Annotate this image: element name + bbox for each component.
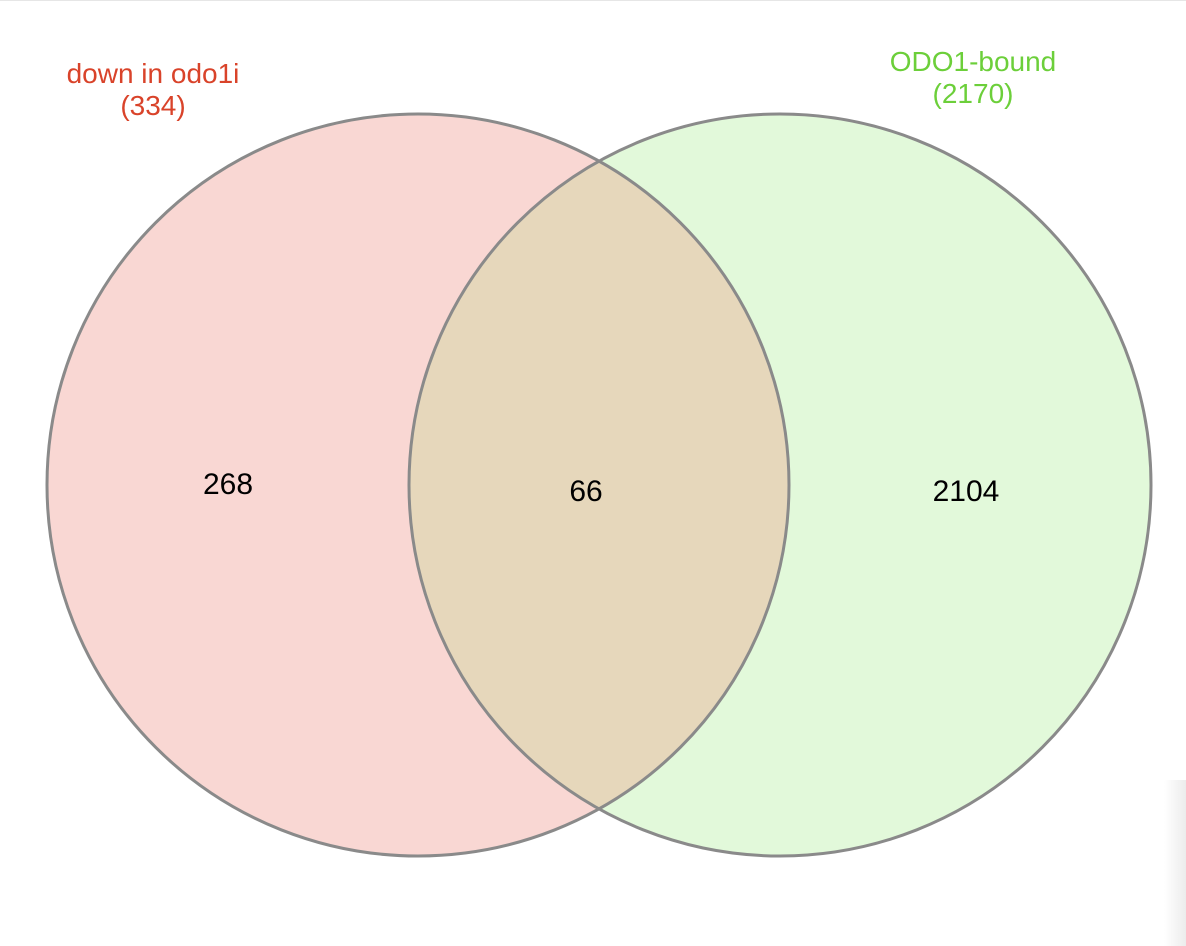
set-outline-odo1-bound <box>407 112 1153 858</box>
set-name: ODO1-bound <box>889 46 1057 77</box>
count-left-only: 268 <box>202 468 254 501</box>
set-label-odo1-bound: ODO1-bound (2170) <box>850 46 1096 110</box>
set-label-down-in-odo1i: down in odo1i (334) <box>28 58 278 122</box>
top-border <box>0 0 1186 1</box>
set-total: (2170) <box>932 78 1014 109</box>
set-total: (334) <box>120 90 186 121</box>
overlap-region <box>409 114 789 856</box>
set-outline-down-in-odo1i <box>45 112 791 858</box>
count-right-only: 2104 <box>932 475 1000 508</box>
set-name: down in odo1i <box>66 58 240 89</box>
edge-shadow <box>1164 780 1186 946</box>
count-overlap: 66 <box>569 475 603 508</box>
